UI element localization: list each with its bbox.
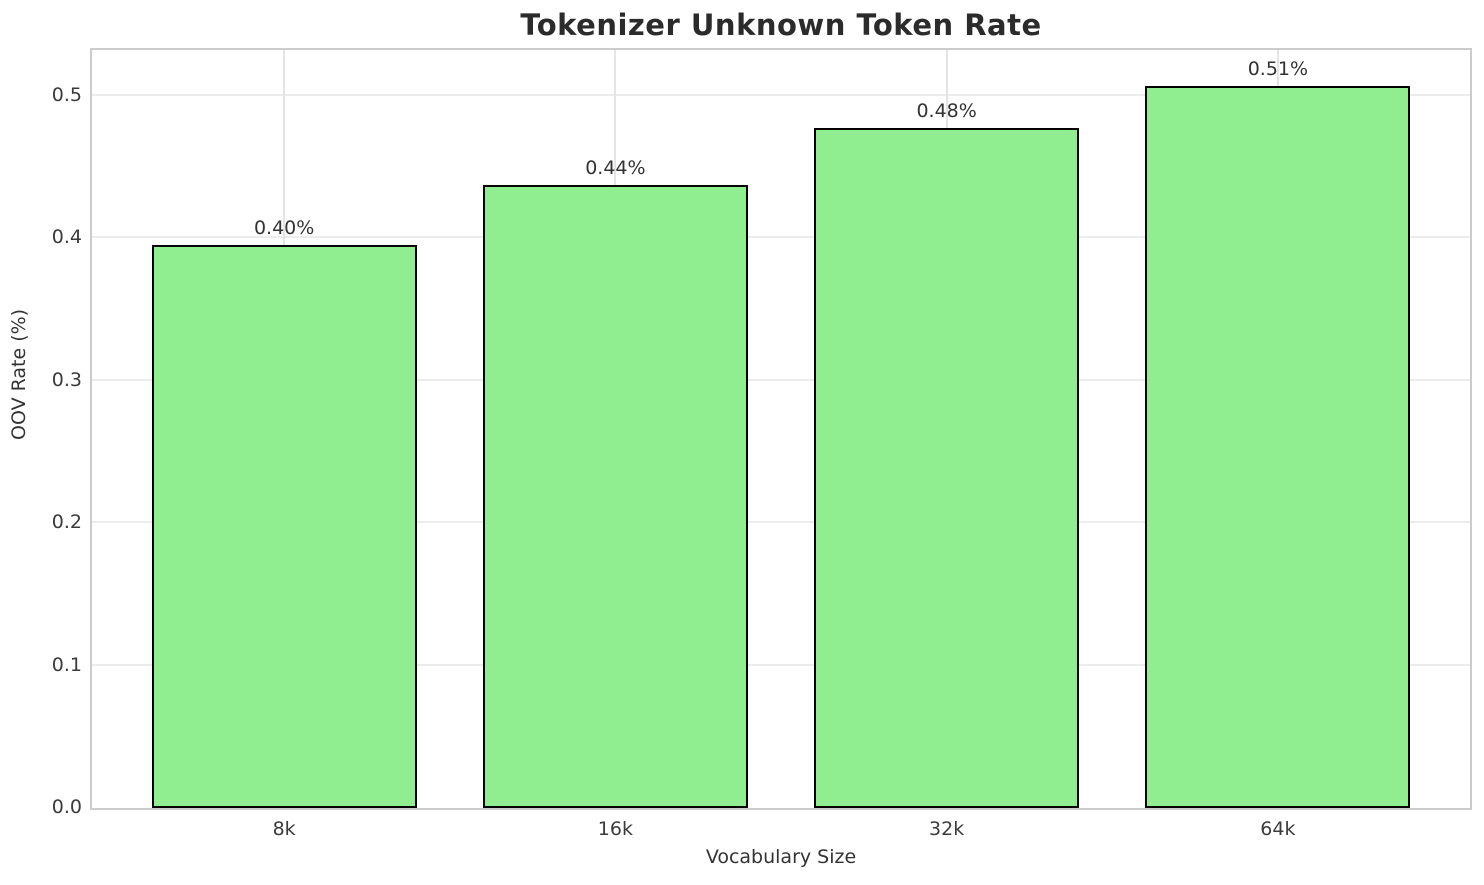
- x-tick-label: 8k: [272, 818, 296, 840]
- bar: [482, 185, 748, 808]
- horizontal-gridline: [92, 93, 1470, 96]
- plot-area: 0.40% 0.44% 0.48% 0.51%: [90, 48, 1472, 810]
- horizontal-gridline: [92, 378, 1470, 381]
- bar-value-label: 0.48%: [916, 100, 977, 123]
- y-tick-label: 0.0: [51, 796, 82, 818]
- horizontal-gridline: [92, 663, 1470, 666]
- y-tick-label: 0.4: [51, 226, 82, 249]
- x-tick-label: 64k: [1260, 818, 1296, 840]
- x-tick-label: 16k: [597, 818, 633, 840]
- bar-value-label: 0.44%: [585, 157, 646, 180]
- y-tick-label: 0.1: [51, 653, 82, 676]
- horizontal-gridline: [92, 236, 1470, 239]
- horizontal-gridline: [92, 521, 1470, 524]
- chart-title: Tokenizer Unknown Token Rate: [520, 8, 1042, 42]
- bar-value-label: 0.40%: [253, 217, 315, 240]
- y-tick-label: 0.2: [51, 511, 82, 534]
- y-tick-label: 0.3: [51, 368, 82, 391]
- bar: [814, 128, 1080, 808]
- bar-value-label: 0.51%: [1247, 57, 1309, 80]
- bar: [151, 245, 417, 808]
- y-axis: OOV Rate (%): [4, 0, 34, 858]
- x-tick-label: 32k: [929, 818, 965, 840]
- bar: [1145, 85, 1411, 808]
- x-axis-label: Vocabulary Size: [705, 846, 857, 868]
- y-tick-label: 0.5: [51, 83, 82, 106]
